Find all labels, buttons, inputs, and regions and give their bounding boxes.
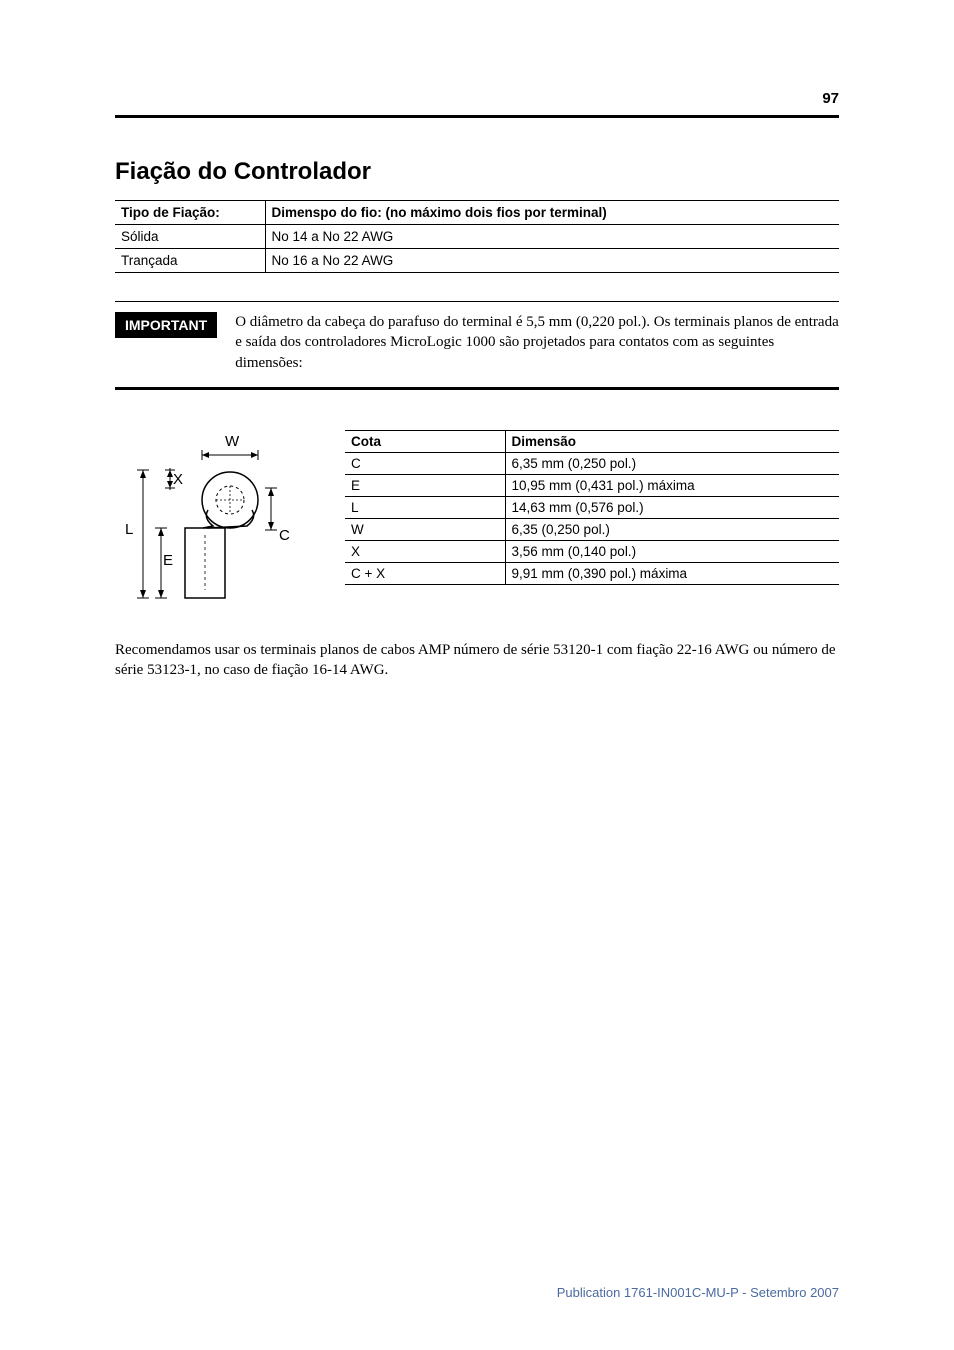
diagram-label-l: L: [125, 521, 133, 538]
table-row: E 10,95 mm (0,431 pol.) máxima: [345, 474, 839, 496]
table-row: Tipo de Fiação: Dimenspo do fio: (no máx…: [115, 201, 839, 225]
dims-cell: 6,35 (0,250 pol.): [505, 518, 839, 540]
page-number: 97: [115, 90, 839, 107]
dims-header-dim: Dimensão: [505, 430, 839, 452]
dims-cell: 14,63 mm (0,576 pol.): [505, 496, 839, 518]
table-row: Sólida No 14 a No 22 AWG: [115, 225, 839, 249]
dims-cell: 3,56 mm (0,140 pol.): [505, 540, 839, 562]
important-text: O diâmetro da cabeça do parafuso do term…: [235, 312, 839, 373]
wiring-cell: Sólida: [115, 225, 265, 249]
table-row: X 3,56 mm (0,140 pol.): [345, 540, 839, 562]
dims-cell: E: [345, 474, 505, 496]
spade-terminal-diagram: W X L E: [115, 430, 315, 610]
wiring-cell: No 16 a No 22 AWG: [265, 249, 839, 273]
dims-cell: W: [345, 518, 505, 540]
dims-cell: 9,91 mm (0,390 pol.) máxima: [505, 562, 839, 584]
table-row: C + X 9,91 mm (0,390 pol.) máxima: [345, 562, 839, 584]
wiring-header-dim: Dimenspo do fio: (no máximo dois fios po…: [265, 201, 839, 225]
table-row: L 14,63 mm (0,576 pol.): [345, 496, 839, 518]
table-row: C 6,35 mm (0,250 pol.): [345, 452, 839, 474]
important-label: IMPORTANT: [115, 312, 217, 338]
dims-cell: 6,35 mm (0,250 pol.): [505, 452, 839, 474]
diagram-label-c: C: [279, 527, 290, 544]
wiring-table: Tipo de Fiação: Dimenspo do fio: (no máx…: [115, 200, 839, 273]
diagram-label-e: E: [163, 552, 173, 569]
table-row: Trançada No 16 a No 22 AWG: [115, 249, 839, 273]
dims-header-cota: Cota: [345, 430, 505, 452]
dimensions-table: Cota Dimensão C 6,35 mm (0,250 pol.) E 1…: [345, 430, 839, 585]
dims-cell: C + X: [345, 562, 505, 584]
table-row: W 6,35 (0,250 pol.): [345, 518, 839, 540]
wiring-cell: Trançada: [115, 249, 265, 273]
wiring-header-type: Tipo de Fiação:: [115, 201, 265, 225]
important-block: IMPORTANT O diâmetro da cabeça do parafu…: [115, 301, 839, 390]
section-title: Fiação do Controlador: [115, 158, 839, 186]
dims-cell: L: [345, 496, 505, 518]
publication-footer: Publication 1761-IN001C-MU-P - Setembro …: [557, 1285, 839, 1300]
diagram-label-x: X: [173, 471, 183, 488]
dims-cell: C: [345, 452, 505, 474]
wiring-cell: No 14 a No 22 AWG: [265, 225, 839, 249]
dimensions-row: W X L E: [115, 430, 839, 610]
page: 97 Fiação do Controlador Tipo de Fiação:…: [0, 0, 954, 1350]
dims-cell: X: [345, 540, 505, 562]
table-row: Cota Dimensão: [345, 430, 839, 452]
body-paragraph: Recomendamos usar os terminais planos de…: [115, 640, 839, 681]
dims-cell: 10,95 mm (0,431 pol.) máxima: [505, 474, 839, 496]
top-rule: [115, 115, 839, 118]
diagram-label-w: W: [225, 433, 240, 450]
